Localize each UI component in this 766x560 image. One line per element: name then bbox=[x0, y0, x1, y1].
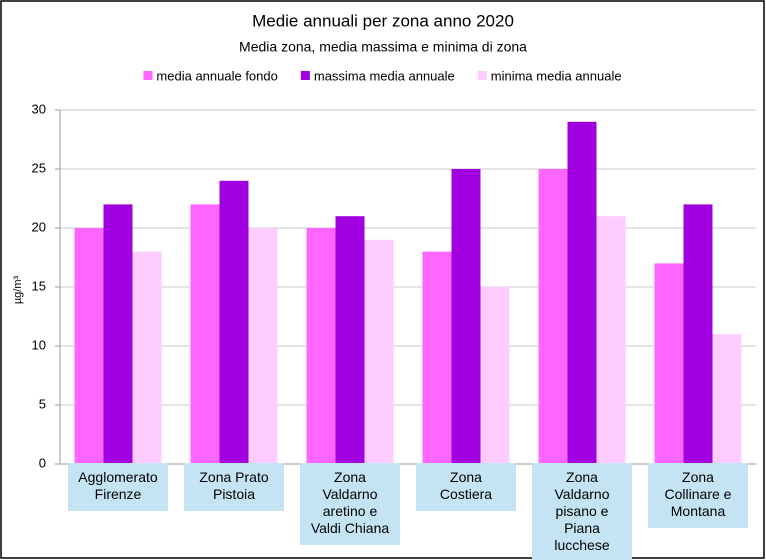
bar bbox=[480, 287, 510, 464]
x-tick-label: Agglomerato Firenze bbox=[68, 463, 168, 511]
x-tick-label: Zona Costiera bbox=[416, 463, 516, 511]
bar bbox=[335, 216, 365, 464]
bar bbox=[538, 169, 568, 464]
bar bbox=[451, 169, 481, 464]
bar bbox=[567, 121, 597, 465]
y-axis-label: µg/m³ bbox=[12, 275, 24, 304]
legend-label: minima media annuale bbox=[491, 68, 622, 83]
bar bbox=[306, 228, 336, 464]
bar bbox=[190, 204, 220, 464]
legend-label: media annuale fondo bbox=[156, 68, 277, 83]
bar bbox=[654, 263, 684, 464]
bar bbox=[422, 251, 452, 464]
bar bbox=[683, 204, 713, 464]
x-tick-label: Zona Prato Pistoia bbox=[184, 463, 284, 511]
y-tick-label: 30 bbox=[32, 101, 46, 116]
bar bbox=[712, 334, 742, 464]
chart-subtitle: Media zona, media massima e minima di zo… bbox=[239, 39, 527, 55]
y-tick-label: 20 bbox=[32, 219, 46, 234]
y-tick-label: 10 bbox=[32, 337, 46, 352]
y-tick-label: 25 bbox=[32, 160, 46, 175]
bar bbox=[248, 228, 278, 464]
y-tick-label: 0 bbox=[39, 455, 46, 470]
x-tick-label: Zona Valdarno aretino e Valdi Chiana bbox=[300, 463, 400, 545]
bar bbox=[596, 216, 626, 464]
bar bbox=[103, 204, 133, 464]
y-tick-label: 15 bbox=[32, 278, 46, 293]
legend-label: massima media annuale bbox=[314, 68, 455, 83]
bar bbox=[219, 180, 249, 465]
bar bbox=[132, 251, 162, 464]
x-tick-label: Zona Valdarno pisano e Piana lucchese bbox=[532, 463, 632, 560]
x-tick-label: Zona Collinare e Montana bbox=[648, 463, 748, 528]
legend-swatch bbox=[477, 71, 487, 80]
y-tick-label: 5 bbox=[39, 396, 46, 411]
legend-swatch bbox=[300, 71, 310, 80]
legend-swatch bbox=[143, 71, 153, 80]
chart-title: Medie annuali per zona anno 2020 bbox=[252, 11, 514, 30]
bar bbox=[74, 228, 104, 464]
bar bbox=[364, 239, 394, 464]
